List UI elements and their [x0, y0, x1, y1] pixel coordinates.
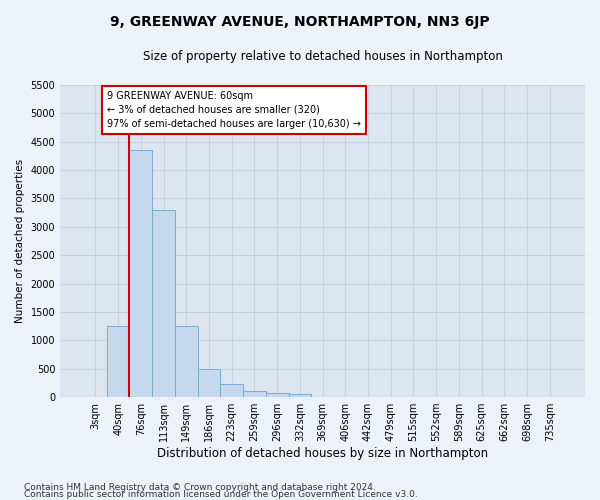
Bar: [197, 368, 220, 397]
Bar: [107, 326, 130, 397]
Text: Contains HM Land Registry data © Crown copyright and database right 2024.: Contains HM Land Registry data © Crown c…: [24, 484, 376, 492]
Bar: [175, 326, 197, 397]
Title: Size of property relative to detached houses in Northampton: Size of property relative to detached ho…: [143, 50, 503, 63]
Bar: [130, 150, 152, 397]
Bar: [220, 384, 243, 397]
Text: Contains public sector information licensed under the Open Government Licence v3: Contains public sector information licen…: [24, 490, 418, 499]
Text: 9 GREENWAY AVENUE: 60sqm
← 3% of detached houses are smaller (320)
97% of semi-d: 9 GREENWAY AVENUE: 60sqm ← 3% of detache…: [107, 90, 361, 128]
Text: 9, GREENWAY AVENUE, NORTHAMPTON, NN3 6JP: 9, GREENWAY AVENUE, NORTHAMPTON, NN3 6JP: [110, 15, 490, 29]
Bar: [243, 392, 266, 397]
X-axis label: Distribution of detached houses by size in Northampton: Distribution of detached houses by size …: [157, 447, 488, 460]
Bar: [152, 210, 175, 397]
Bar: [266, 393, 289, 397]
Bar: [289, 394, 311, 397]
Y-axis label: Number of detached properties: Number of detached properties: [15, 159, 25, 323]
